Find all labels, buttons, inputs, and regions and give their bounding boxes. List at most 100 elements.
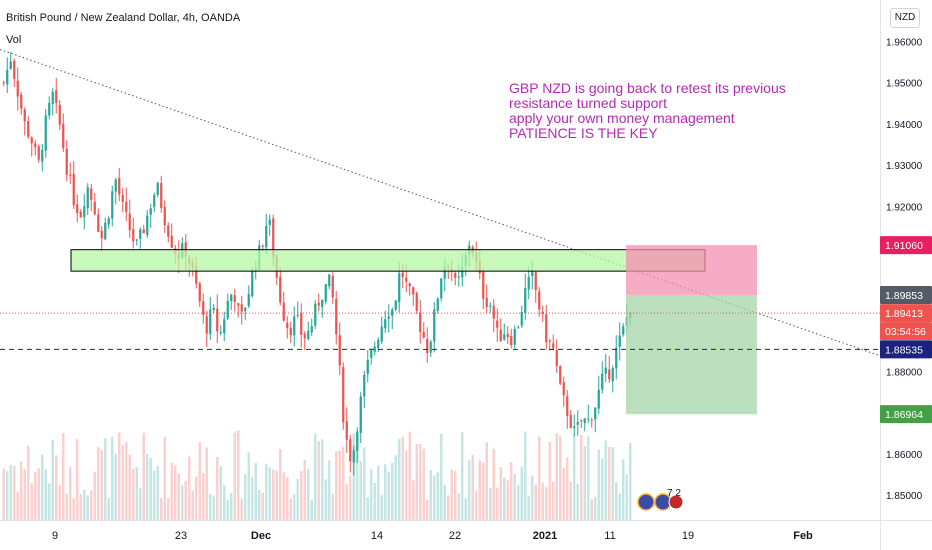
candle-body xyxy=(363,374,366,397)
volume-bar xyxy=(251,477,254,520)
volume-bar xyxy=(510,461,513,520)
volume-bar xyxy=(139,488,142,520)
volume-bar xyxy=(51,439,54,520)
candle-body xyxy=(9,61,12,69)
volume-bar xyxy=(482,462,485,520)
candle-body xyxy=(594,407,597,420)
volume-bar xyxy=(174,465,177,520)
volume-bar xyxy=(552,481,555,520)
candle-body xyxy=(34,143,37,147)
note-line: PATIENCE IS THE KEY xyxy=(509,125,658,141)
candle-body xyxy=(499,329,502,342)
candle-body xyxy=(622,326,625,335)
take-profit-zone[interactable] xyxy=(626,294,757,415)
x-tick-label: Feb xyxy=(793,530,813,542)
candle-body xyxy=(387,316,390,319)
candle-body xyxy=(128,213,131,231)
volume-bar xyxy=(580,435,583,520)
volume-bar xyxy=(296,478,299,520)
volume-bar xyxy=(534,484,537,520)
volume-bar xyxy=(345,483,348,520)
volume-bar xyxy=(545,486,548,520)
price-label-level: 1.88535 xyxy=(880,340,932,359)
volume-bar xyxy=(492,448,495,520)
volume-bar xyxy=(321,439,324,520)
volume-bar xyxy=(338,450,341,520)
candle-body xyxy=(272,218,275,258)
x-tick-label: 2021 xyxy=(533,530,557,542)
volume-bar xyxy=(163,436,166,520)
volume-bar xyxy=(429,469,432,520)
currency-button[interactable]: NZD xyxy=(890,8,920,28)
volume-bar xyxy=(475,490,478,520)
volume-bar xyxy=(125,441,128,520)
analysis-note: GBP NZD is going back to retest its prev… xyxy=(509,81,786,141)
volume-bar xyxy=(202,473,205,520)
volume-bar xyxy=(377,465,380,520)
volume-bar xyxy=(569,481,572,520)
volume-bar xyxy=(142,432,145,520)
volume-bar xyxy=(405,450,408,520)
candle-body xyxy=(65,148,68,175)
support-zone[interactable] xyxy=(70,249,706,272)
volume-bar xyxy=(457,493,460,520)
candle-body xyxy=(135,239,138,241)
candle-body xyxy=(296,314,299,316)
candle-body xyxy=(426,339,429,354)
volume-bar xyxy=(90,490,93,520)
volume-bar xyxy=(415,444,418,520)
volume-bar xyxy=(601,458,604,520)
candle-body xyxy=(517,327,520,329)
volume-bar xyxy=(384,464,387,520)
candle-body xyxy=(62,123,65,149)
volume-bar xyxy=(13,465,16,520)
y-tick-label: 1.94000 xyxy=(886,120,923,131)
candle-body xyxy=(132,229,135,242)
candle-body xyxy=(265,225,268,248)
candle-body xyxy=(118,177,121,195)
symbol-title: British Pound / New Zealand Dollar, 4h, … xyxy=(6,12,241,24)
economic-events-icon[interactable]: 7 2 xyxy=(637,488,684,511)
candle-body xyxy=(405,277,408,282)
candle-body xyxy=(485,297,488,307)
volume-bar xyxy=(450,469,453,520)
volume-bar xyxy=(132,468,135,520)
candle-body xyxy=(139,229,142,239)
volume-bar xyxy=(205,447,208,520)
price-label-last: 1.89413 03:54:56 xyxy=(880,304,932,341)
candle-body xyxy=(366,359,369,374)
candle-body xyxy=(244,307,247,311)
y-tick-label: 1.92000 xyxy=(886,202,923,213)
volume-bar xyxy=(97,447,100,520)
candle-body xyxy=(370,350,373,358)
candle-body xyxy=(100,230,103,239)
candle-body xyxy=(440,278,443,299)
volume-bar xyxy=(76,439,79,520)
candle-body xyxy=(338,335,341,366)
candle-body xyxy=(429,341,432,353)
candle-body xyxy=(121,194,124,202)
volume-bar xyxy=(244,474,247,520)
candle-body xyxy=(41,149,44,162)
volume-bar xyxy=(79,494,82,520)
candle-body xyxy=(555,349,558,366)
candle-body xyxy=(72,174,75,206)
volume-bar xyxy=(100,449,103,520)
x-tick-label: 23 xyxy=(175,530,187,542)
candle-body xyxy=(615,347,618,369)
candle-body xyxy=(349,439,352,462)
candle-body xyxy=(527,276,530,290)
volume-bar xyxy=(223,484,226,520)
x-tick-label: 22 xyxy=(449,530,461,542)
stop-loss-zone[interactable] xyxy=(626,245,757,295)
volume-bar xyxy=(538,436,541,520)
candle-body xyxy=(342,367,345,423)
candle-body xyxy=(408,283,411,287)
volume-bar xyxy=(83,489,86,520)
volume-bar xyxy=(559,435,562,520)
candle-body xyxy=(142,229,145,234)
volume-bar xyxy=(562,467,565,520)
candle-body xyxy=(160,183,163,208)
volume-bar xyxy=(629,443,632,520)
